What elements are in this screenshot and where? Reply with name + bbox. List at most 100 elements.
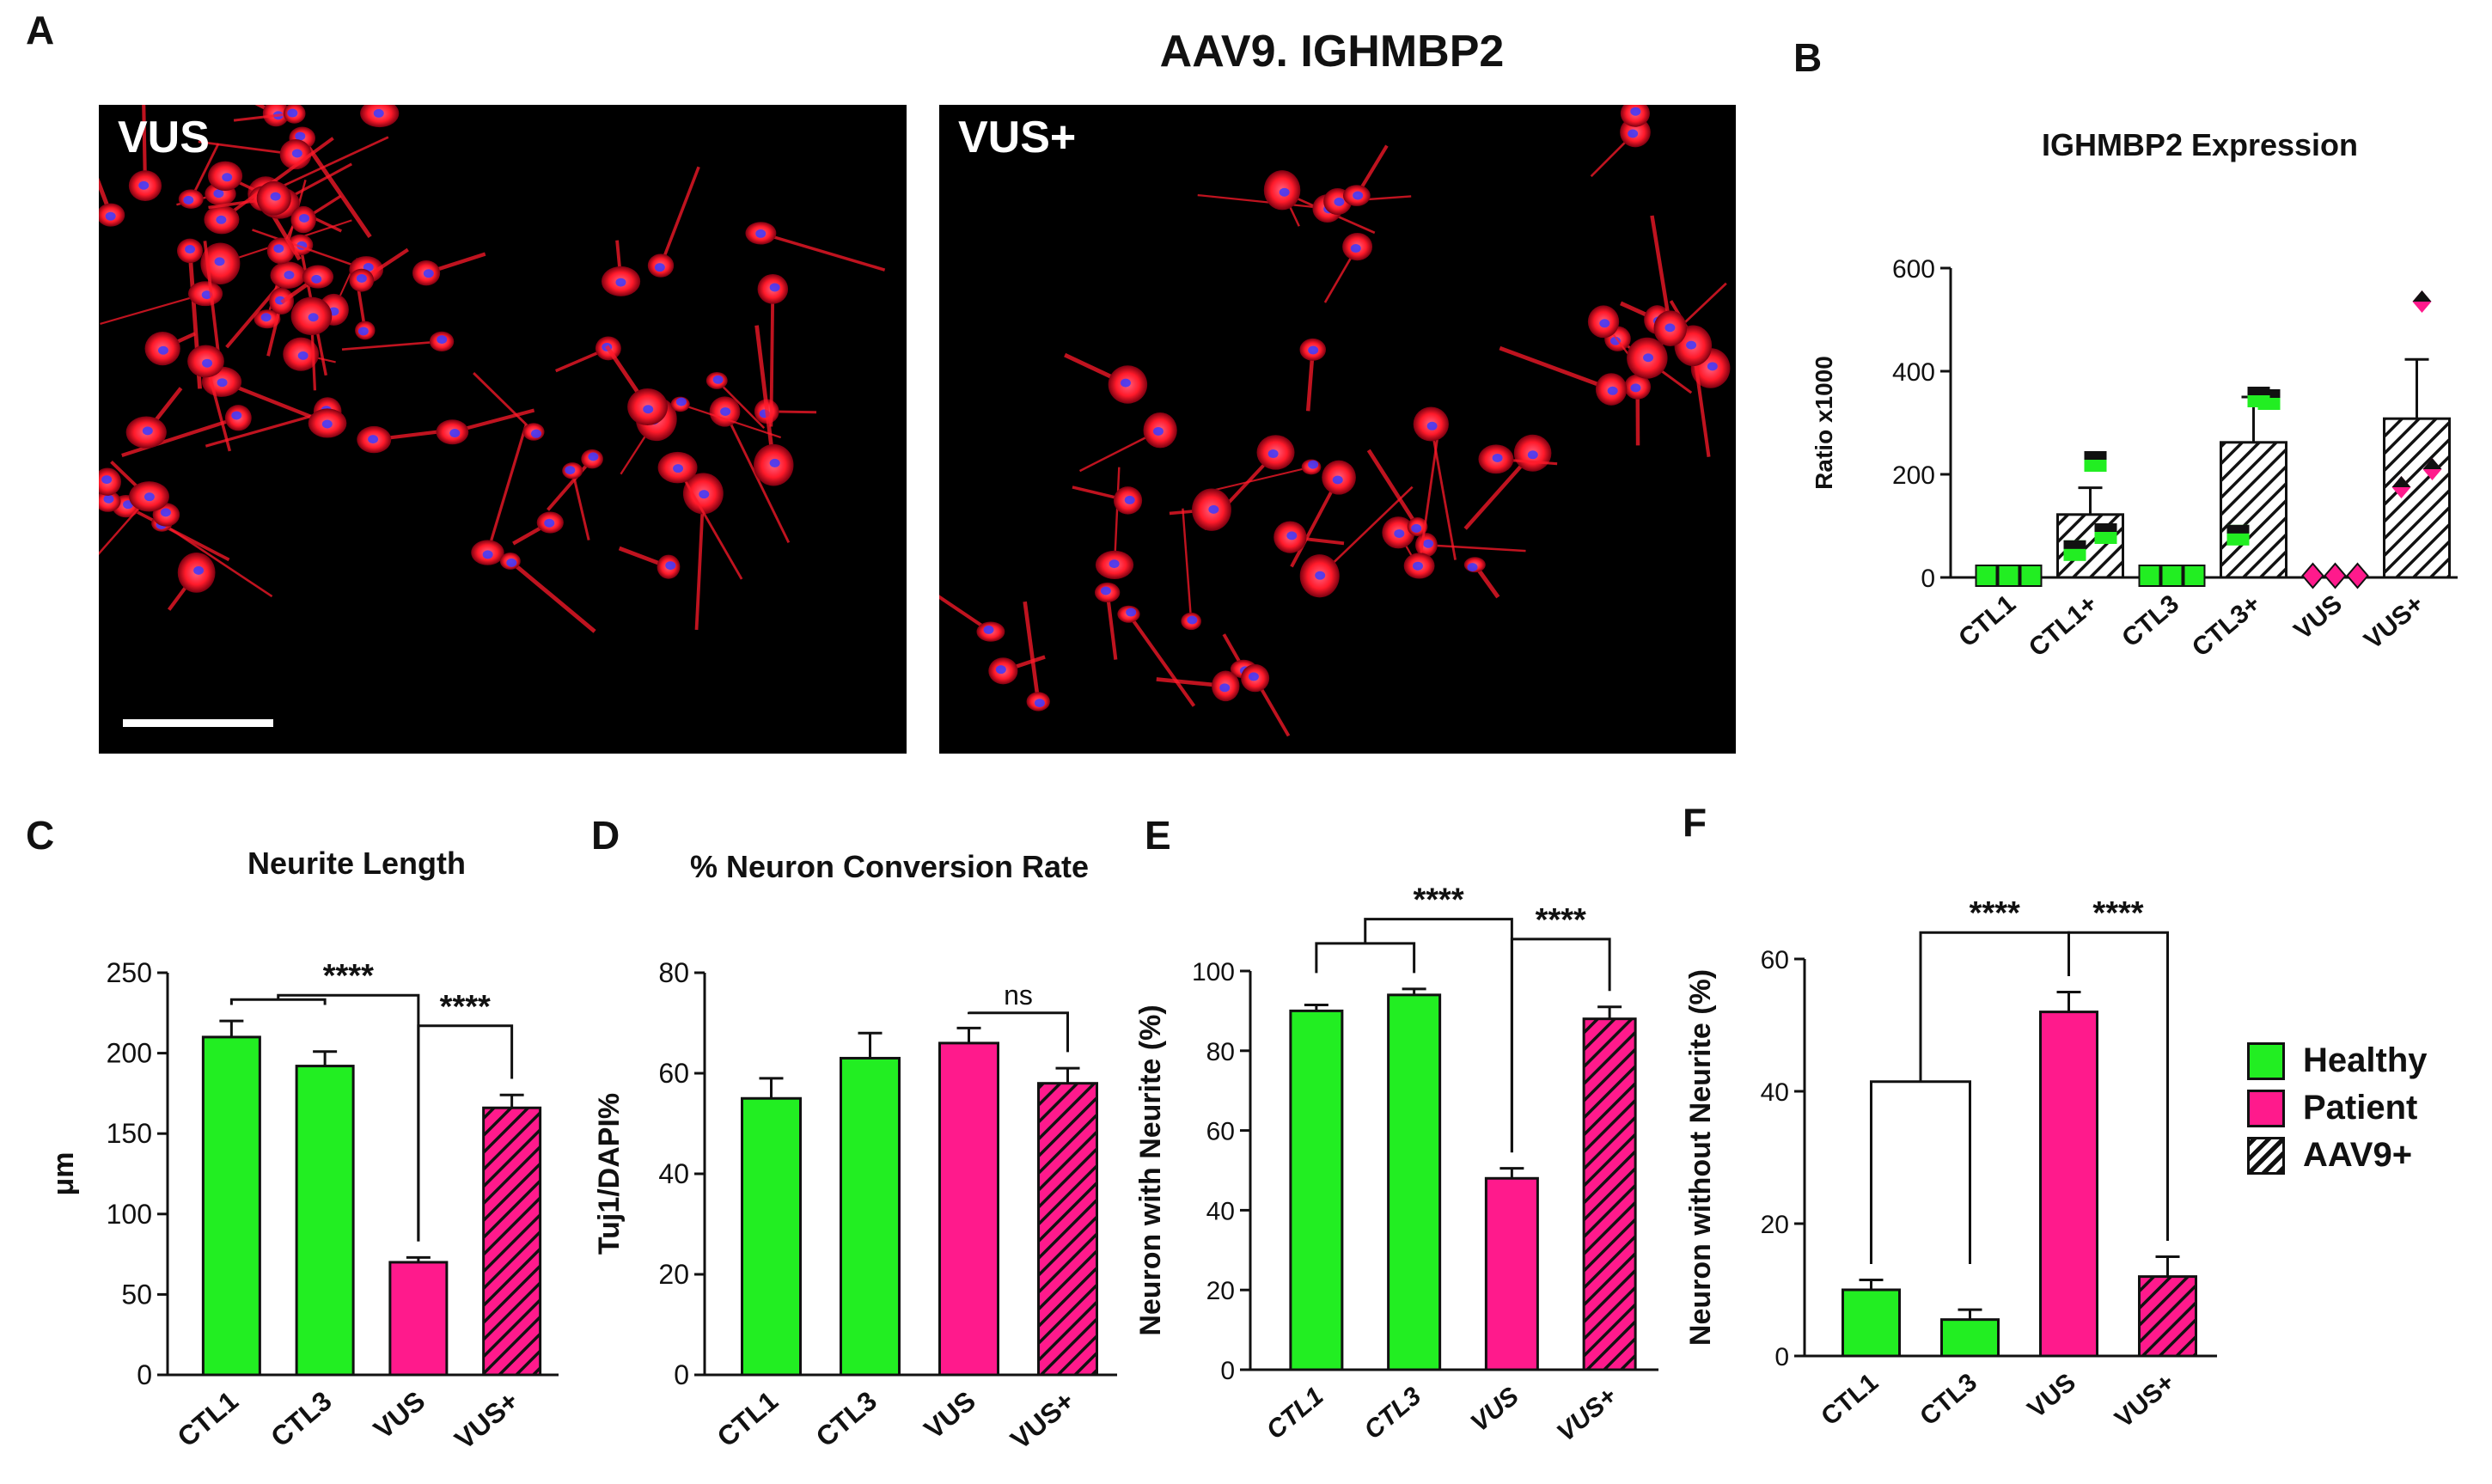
neurite [680, 403, 782, 439]
x-tick-label: CTL1 [1953, 589, 2021, 652]
x-tick-label: CTL1 [1261, 1382, 1329, 1444]
neurite [1197, 193, 1328, 210]
neurite [659, 166, 700, 266]
nucleus [299, 213, 310, 223]
x-tick-label: VUS+ [449, 1385, 524, 1456]
cell-body [1620, 105, 1650, 127]
y-tick-label: 20 [658, 1259, 689, 1290]
neurite [760, 231, 886, 272]
significance-bracket [417, 1024, 514, 1242]
nucleus [1423, 539, 1434, 548]
nucleus [1412, 561, 1423, 571]
data-point-top [2063, 540, 2086, 549]
data-point [2019, 565, 2043, 587]
nucleus [588, 452, 599, 461]
x-tick-label: VUS+ [1005, 1385, 1080, 1456]
neurite [1182, 508, 1193, 622]
y-tick-label: 80 [658, 957, 689, 988]
nucleus [216, 215, 227, 224]
x-tick-label: VUS [2289, 589, 2348, 645]
nucleus [1664, 323, 1676, 333]
bar-vus-plus [482, 1106, 542, 1377]
neurite [1113, 467, 1121, 565]
neurite [1429, 424, 1457, 560]
significance-bracket [2068, 931, 2169, 1242]
nucleus [1609, 336, 1621, 345]
nucleus [1219, 683, 1231, 693]
neurite [1023, 601, 1041, 702]
nucleus [1308, 345, 1319, 355]
neurite [252, 229, 367, 271]
y-tick-label: 0 [1921, 565, 1935, 593]
nucleus [1411, 523, 1422, 533]
nucleus [1126, 608, 1137, 617]
neurite [1650, 215, 1672, 329]
data-point-top [2094, 523, 2117, 532]
nucleus [1630, 107, 1641, 116]
neurite [220, 137, 334, 222]
nucleus [1308, 460, 1319, 469]
bar-ctl1 [1842, 1288, 1901, 1358]
micrograph-vus-plus: VUS+ [939, 105, 1736, 754]
neurite [939, 595, 993, 633]
data-point [2160, 565, 2184, 587]
nucleus [231, 411, 242, 420]
nucleus [291, 149, 302, 158]
legend-swatch-patient [2247, 1090, 2285, 1127]
nucleus [675, 397, 687, 406]
neurite [754, 325, 776, 466]
neurite [189, 143, 220, 200]
bar-ctl3 [1387, 993, 1442, 1371]
data-point-top [2247, 387, 2270, 395]
y-tick-label: 60 [1761, 946, 1789, 974]
y-tick-label: 80 [1206, 1038, 1235, 1066]
nucleus [665, 561, 676, 571]
nucleus [544, 518, 555, 528]
y-tick-label: 600 [1892, 255, 1935, 284]
significance-label: ns [1004, 980, 1033, 1011]
data-point-top [2422, 458, 2442, 469]
bar-ctl1 [741, 1096, 802, 1377]
y-tick-label: 20 [1206, 1277, 1235, 1305]
nucleus [1332, 475, 1343, 485]
y-axis-label: μm [47, 1151, 80, 1195]
y-axis-label: Tuj1/DAPI% [593, 1093, 626, 1255]
nucleus [1315, 571, 1326, 580]
neurite [509, 559, 596, 633]
nucleus [202, 358, 213, 368]
nucleus [185, 245, 196, 254]
x-tick-label: VUS+ [1552, 1382, 1622, 1447]
nucleus [217, 378, 228, 388]
significance-bracket [1510, 937, 1611, 1153]
neurite [1318, 486, 1414, 577]
neurite [161, 522, 273, 598]
x-tick-label: VUS [1465, 1382, 1524, 1438]
y-tick-label: 200 [1892, 461, 1935, 490]
nucleus [712, 375, 724, 384]
bar-vus-plus [2383, 417, 2451, 579]
bar-vus [2039, 1011, 2098, 1358]
neurite [1426, 543, 1526, 553]
nucleus [1353, 191, 1364, 200]
legend-swatch-healthy [2247, 1042, 2285, 1080]
y-axis-label: Neuron with Neurite (%) [1134, 1005, 1167, 1335]
panel-letter-b: B [1793, 35, 1823, 80]
micrograph-vus-plus-cells [939, 105, 1731, 737]
x-tick-label: CTL3+ [2187, 589, 2266, 663]
nucleus [103, 494, 114, 504]
x-tick-label: CTL1 [712, 1385, 784, 1453]
nucleus [1467, 563, 1478, 572]
x-tick-label: VUS+ [2359, 589, 2429, 655]
nucleus [273, 244, 284, 253]
neurite [769, 289, 775, 427]
x-tick-label: VUS [2023, 1368, 2081, 1424]
nucleus [260, 313, 272, 322]
nucleus [160, 508, 171, 517]
nucleus [1267, 449, 1279, 459]
nucleus [1100, 586, 1111, 595]
nucleus [1628, 129, 1639, 138]
nucleus [1187, 615, 1198, 625]
neurite [694, 493, 705, 631]
nucleus [530, 429, 541, 438]
nucleus [983, 625, 994, 634]
